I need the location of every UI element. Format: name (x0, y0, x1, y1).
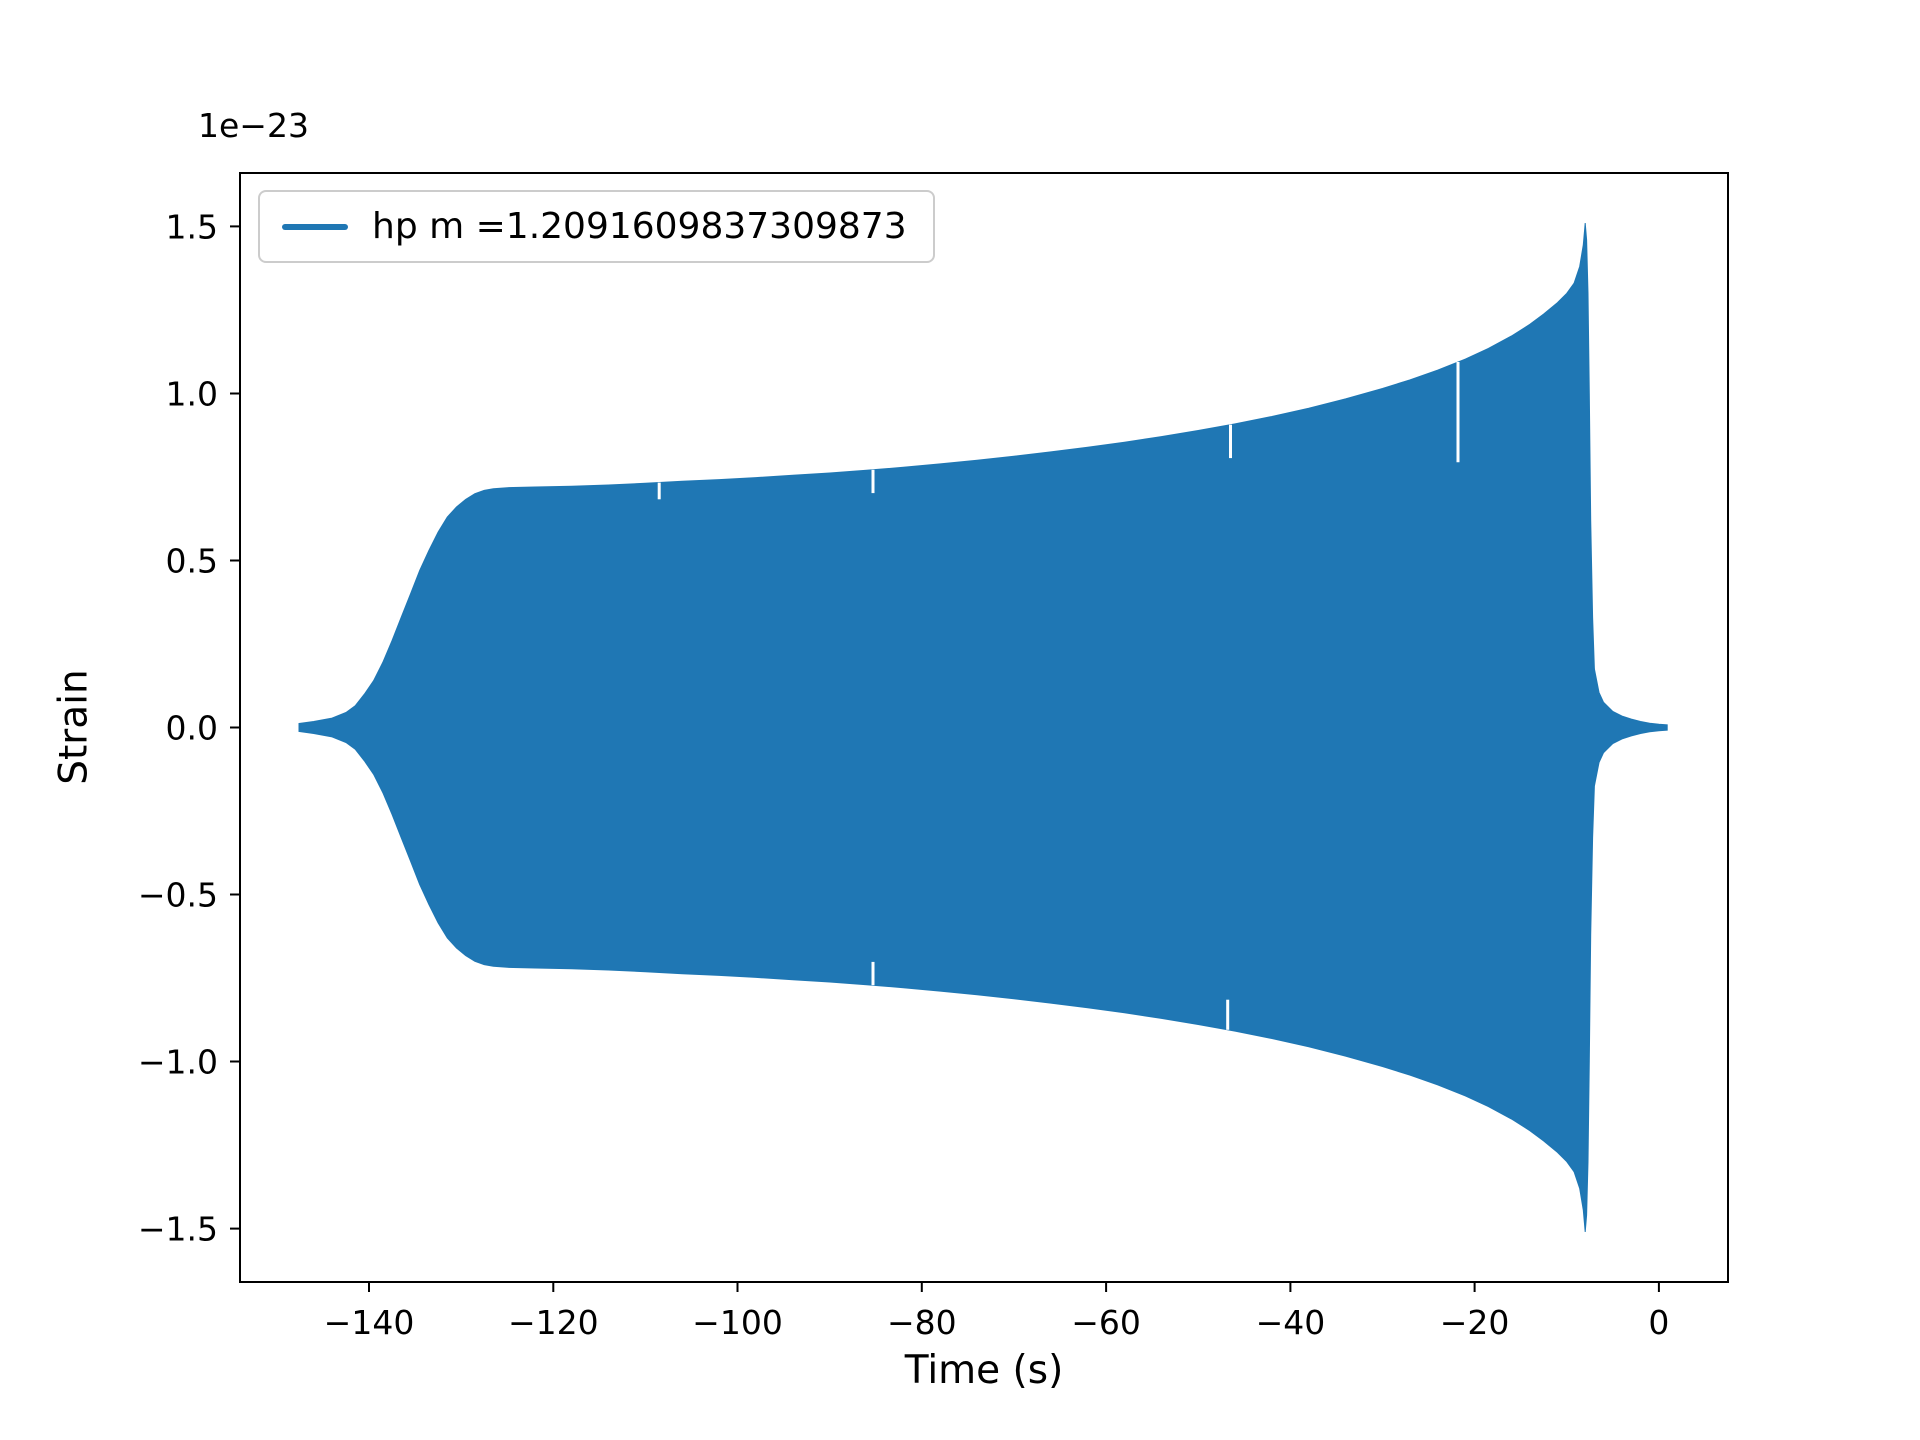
x-tick-label: −80 (887, 1303, 957, 1342)
x-tick-label: −140 (324, 1303, 415, 1342)
x-tick-label: −60 (1071, 1303, 1141, 1342)
x-axis-label: Time (s) (904, 1348, 1064, 1393)
y-tick-label: 1.0 (166, 375, 218, 414)
legend: hp m =1.2091609837309873 (258, 190, 935, 263)
x-tick-label: −20 (1440, 1303, 1510, 1342)
x-tick-label: −100 (692, 1303, 783, 1342)
y-axis-label: Strain (51, 669, 97, 785)
y-tick-label: −0.5 (138, 876, 218, 915)
x-tick-label: −120 (508, 1303, 599, 1342)
x-tick-label: −40 (1256, 1303, 1326, 1342)
x-tick-label: 0 (1648, 1303, 1669, 1342)
y-tick-label: −1.0 (138, 1043, 218, 1082)
legend-line-sample (282, 223, 348, 230)
y-tick-label: 1.5 (166, 207, 218, 246)
y-tick-label: 0.5 (166, 542, 218, 581)
legend-entry-label: hp m =1.2091609837309873 (372, 206, 907, 247)
y-tick-label: 0.0 (166, 709, 218, 748)
waveform-envelope (298, 223, 1668, 1232)
y-axis-offset-label: 1e−23 (198, 106, 309, 145)
y-tick-label: −1.5 (138, 1210, 218, 1249)
